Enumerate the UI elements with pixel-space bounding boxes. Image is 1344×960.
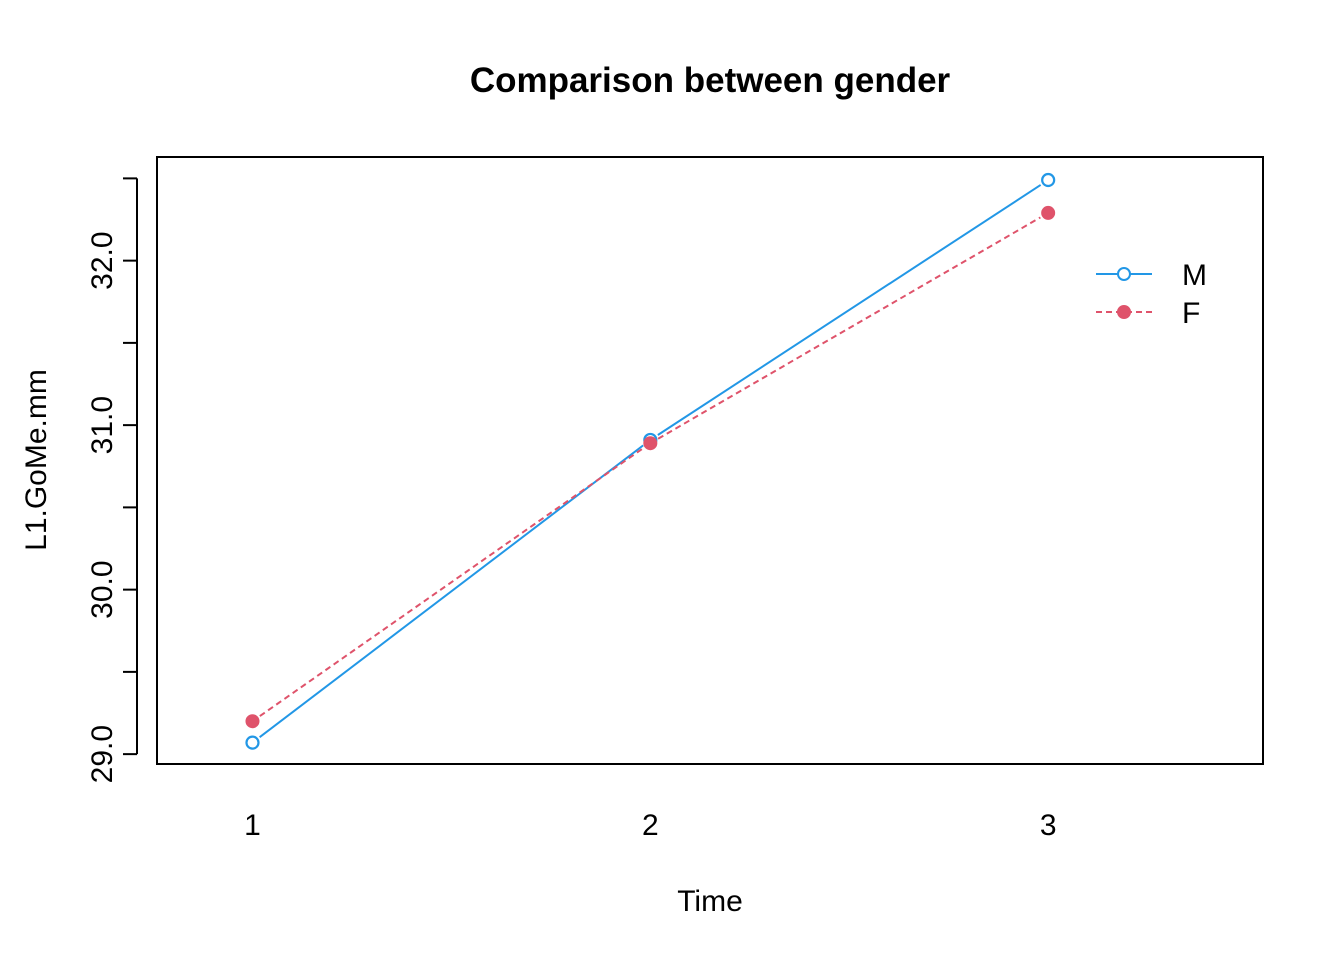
plot-area	[156, 156, 1264, 765]
y-axis: 29.0 30.0 31.0 32.0	[86, 177, 138, 783]
y-tick-label: 32.0	[86, 231, 119, 289]
data-point	[245, 714, 260, 729]
data-point	[1041, 205, 1056, 220]
chart-title: Comparison between gender	[470, 61, 951, 100]
data-point	[1041, 172, 1056, 188]
data-point	[643, 436, 658, 451]
legend-label: F	[1182, 297, 1200, 330]
legend: MF	[1096, 259, 1207, 330]
series-layer	[245, 172, 1056, 750]
series-line-segment	[657, 216, 1041, 440]
y-tick-label: 30.0	[86, 560, 119, 618]
x-tick-label: 3	[1040, 809, 1057, 842]
x-tick-label: 2	[642, 809, 659, 842]
legend-item-F: F	[1096, 297, 1200, 330]
series-M	[245, 172, 1056, 750]
legend-marker	[1117, 305, 1131, 319]
x-axis-label: Time	[677, 885, 743, 918]
legend-label: M	[1182, 259, 1207, 292]
series-F	[245, 205, 1056, 729]
y-tick-label: 29.0	[86, 725, 119, 783]
legend-marker	[1117, 267, 1131, 281]
series-line-segment	[259, 447, 644, 717]
y-tick-label: 31.0	[86, 396, 119, 454]
data-point	[245, 735, 260, 750]
series-line-segment	[657, 184, 1042, 436]
legend-item-M: M	[1096, 259, 1207, 292]
y-axis-label: L1.GoMe.mm	[20, 369, 53, 551]
series-line-segment	[259, 444, 644, 738]
x-tick-label: 1	[244, 809, 261, 842]
x-axis: 1 2 3	[244, 809, 1056, 842]
